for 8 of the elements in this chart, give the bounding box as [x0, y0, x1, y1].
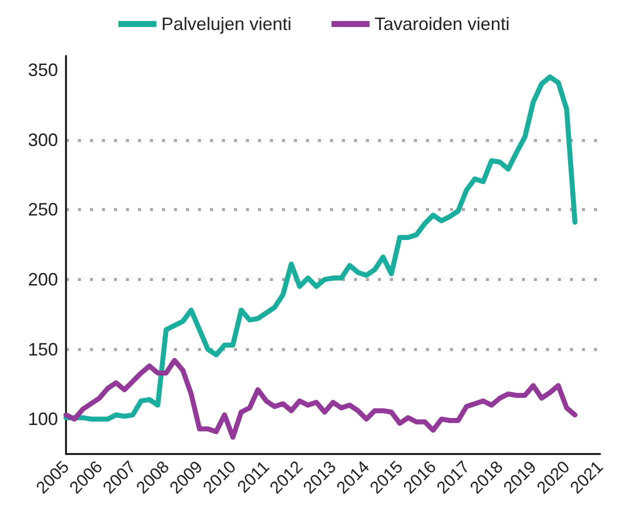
y-tick-label: 150 — [28, 339, 58, 360]
y-tick-label: 350 — [28, 60, 58, 80]
legend-label: Tavaroiden vienti — [374, 14, 510, 34]
y-tick-label: 100 — [28, 409, 58, 430]
y-tick-label: 250 — [28, 200, 58, 220]
y-tick-label: 200 — [28, 269, 58, 290]
legend-label: Palvelujen vienti — [161, 14, 292, 34]
y-tick-label: 300 — [28, 130, 58, 150]
